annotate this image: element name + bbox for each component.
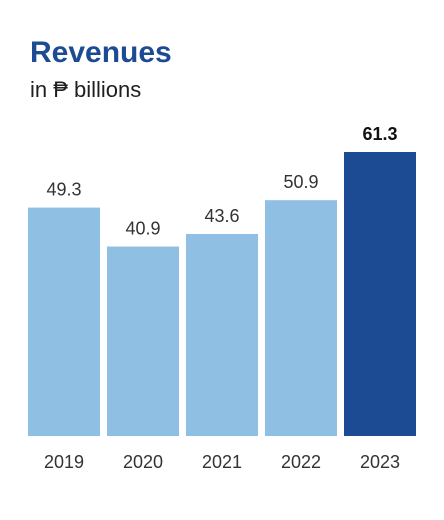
value-label-2021: 43.6 (204, 206, 239, 226)
category-label-2022: 2022 (281, 452, 321, 472)
bar-2019 (28, 207, 100, 436)
value-label-2022: 50.9 (283, 172, 318, 192)
value-label-2019: 49.3 (46, 180, 81, 200)
value-label-2023: 61.3 (362, 124, 397, 144)
bar-2020 (107, 246, 179, 436)
category-label-2019: 2019 (44, 452, 84, 472)
bar-2022 (265, 200, 337, 436)
category-label-2020: 2020 (123, 452, 163, 472)
category-label-2023: 2023 (360, 452, 400, 472)
chart-title: Revenues (30, 36, 172, 69)
category-labels-group: 2019 2020 2021 2022 2023 (44, 452, 400, 472)
bars-group (28, 152, 416, 436)
value-label-2020: 40.9 (125, 219, 160, 239)
chart-subtitle: in ₱ billions (30, 77, 142, 102)
category-label-2021: 2021 (202, 452, 242, 472)
bar-2021 (186, 234, 258, 436)
value-labels-group: 49.3 40.9 43.6 50.9 61.3 (46, 124, 397, 239)
bar-2023 (344, 152, 416, 436)
